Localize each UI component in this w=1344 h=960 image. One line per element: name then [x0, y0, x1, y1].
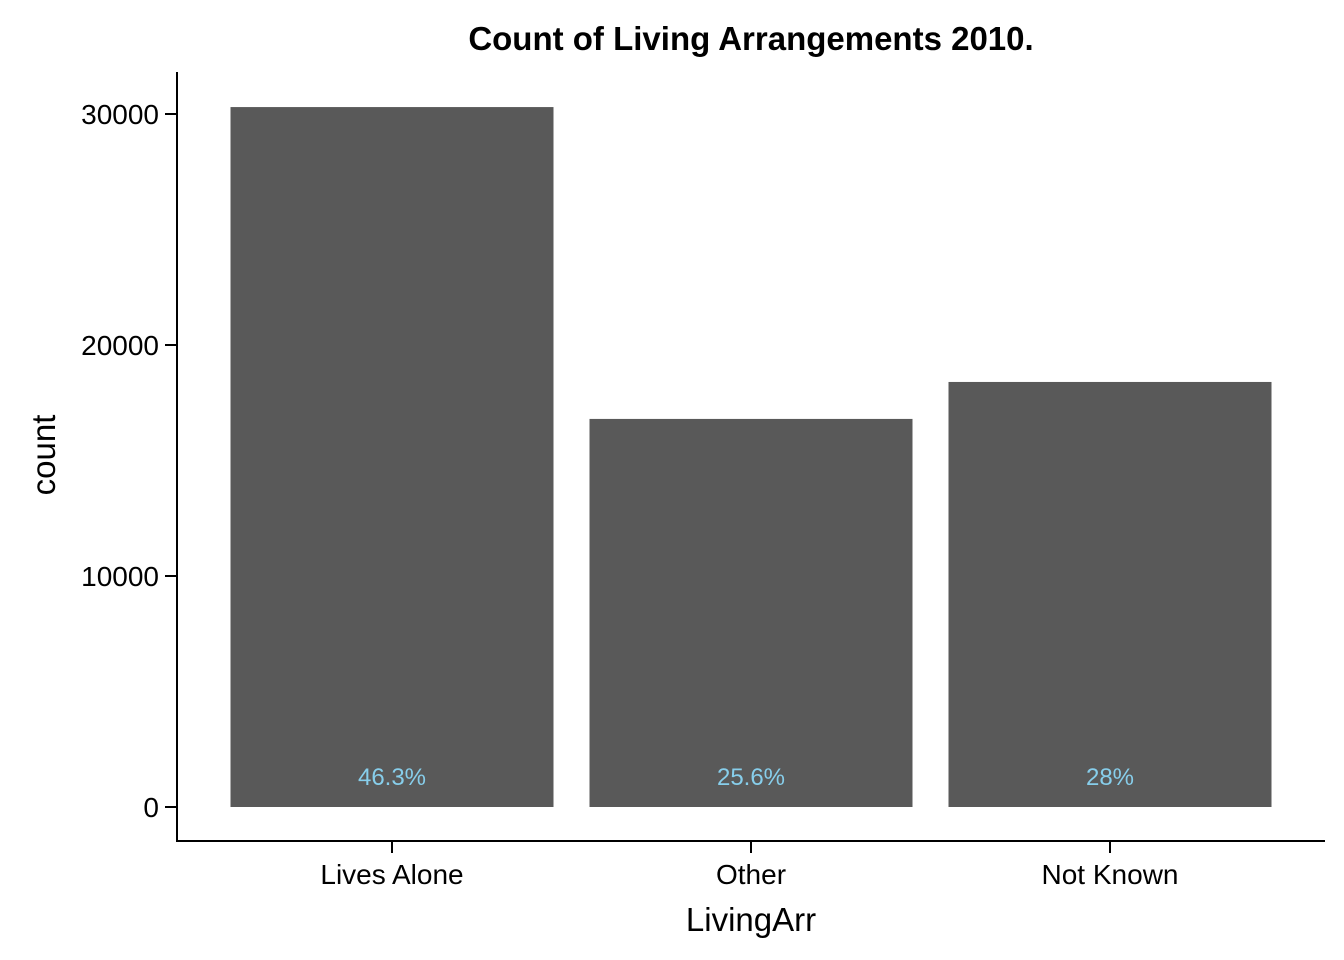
x-tick-label: Lives Alone: [320, 859, 463, 890]
y-axis-ticks: 0 10000 20000 30000: [81, 99, 177, 823]
y-tick-label: 0: [143, 792, 159, 823]
bar-other: [589, 418, 913, 807]
data-label: 28%: [1086, 764, 1134, 791]
x-tick-label: Other: [716, 859, 786, 890]
data-label: 25.6%: [717, 764, 785, 791]
y-axis-title: count: [25, 415, 62, 496]
x-axis-title: LivingArr: [686, 901, 816, 938]
x-tick-label: Not Known: [1042, 859, 1179, 890]
data-labels-group: 46.3% 25.6% 28%: [358, 764, 1134, 791]
y-tick-label: 30000: [81, 99, 159, 130]
x-axis-ticks: Lives Alone Other Not Known: [320, 841, 1178, 890]
bar-not-known: [948, 381, 1272, 807]
data-label: 46.3%: [358, 764, 426, 791]
y-tick-label: 20000: [81, 330, 159, 361]
y-tick-label: 10000: [81, 561, 159, 592]
chart-title: Count of Living Arrangements 2010.: [468, 20, 1033, 57]
bars-group: [230, 107, 1272, 807]
bar-lives-alone: [230, 107, 554, 807]
